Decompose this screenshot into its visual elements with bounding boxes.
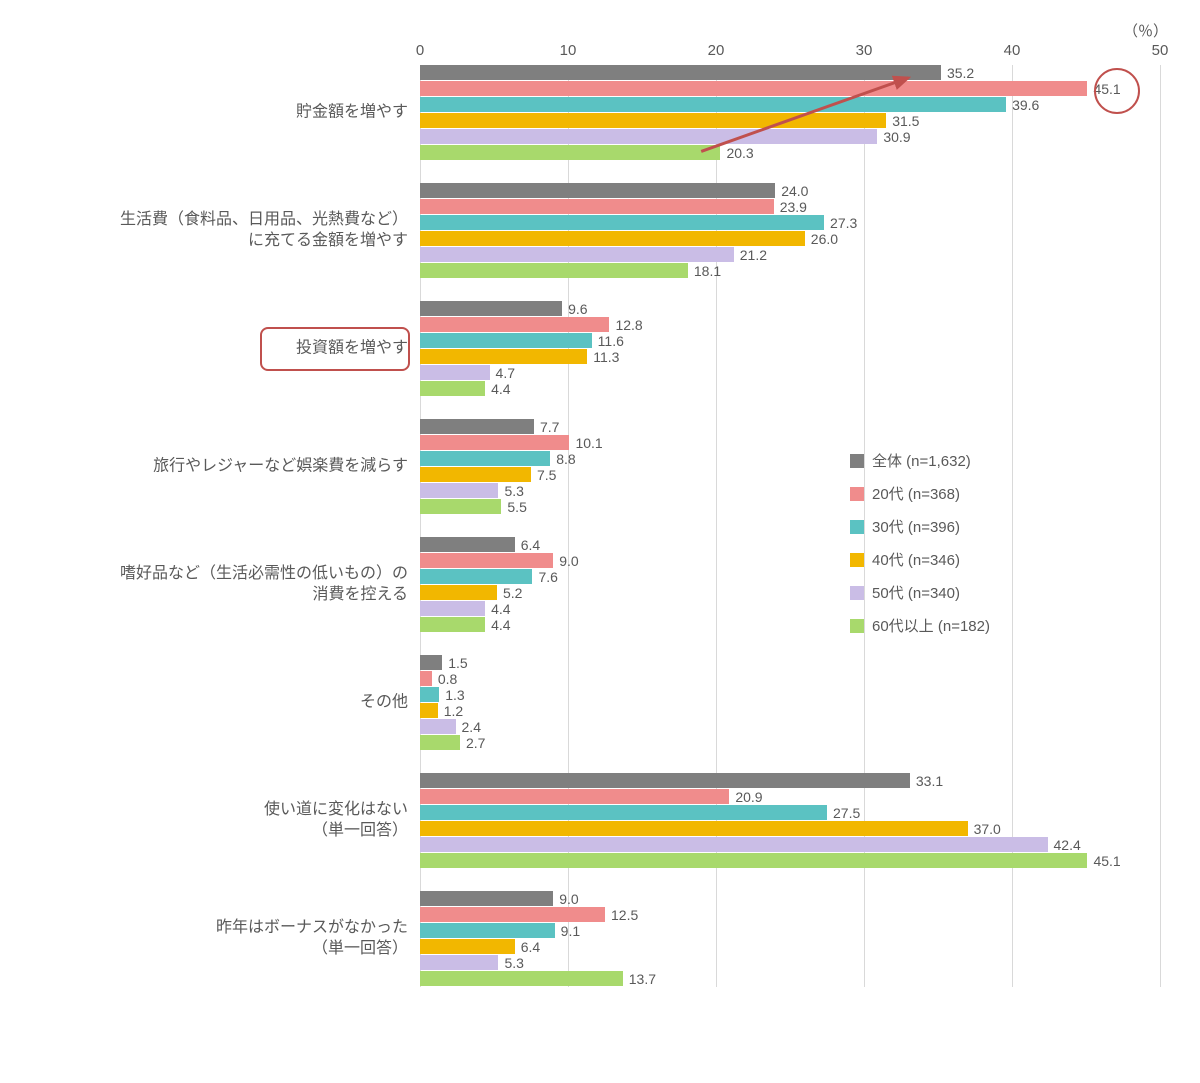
arrow-annotation	[20, 20, 1200, 1083]
chart-container: （％） 01020304050 貯金額を増やす35.245.139.631.53…	[20, 20, 1180, 1040]
